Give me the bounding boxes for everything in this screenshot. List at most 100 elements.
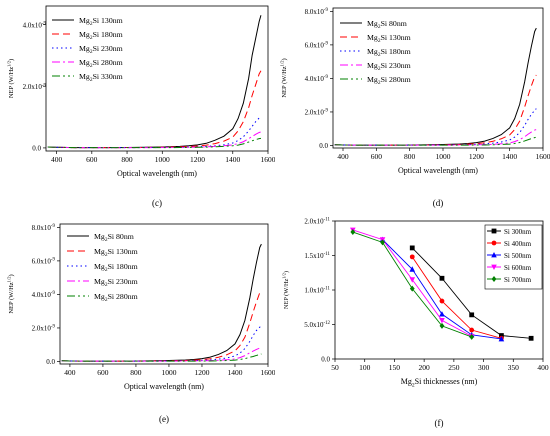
series-line-e-mg2si-230nm — [62, 348, 262, 361]
legend-label-c-mg2si-180nm: Mg2Si 180nm — [79, 30, 123, 41]
x-tick-label-f: 400 — [537, 363, 549, 372]
y-tick-label-e: 8.0x10-9 — [32, 224, 56, 232]
y-tick-label-d: 8.0x10-9 — [305, 8, 329, 16]
x-tick-label-c: 400 — [51, 155, 63, 164]
y-tick-label-e: 4.0x10-9 — [32, 291, 56, 299]
x-tick-label-c: 1600 — [261, 155, 276, 164]
x-tick-label-c: 1400 — [225, 155, 240, 164]
series-line-e-mg2si-80nm — [62, 244, 262, 361]
y-axis-label-c: NEP (W/Hz1/2) — [6, 59, 15, 98]
x-tick-label-e: 600 — [97, 368, 109, 377]
x-tick-label-d: 1200 — [469, 152, 484, 161]
y-tick-label-f: 5.0x10-12 — [304, 321, 330, 329]
data-point-f-si-300nm — [529, 336, 534, 341]
x-tick-label-e: 400 — [64, 368, 76, 377]
series-line-e-mg2si-180nm — [62, 326, 262, 361]
x-tick-label-f: 200 — [419, 363, 431, 372]
x-axis-label-e: Optical wavelength (nm) — [124, 382, 204, 391]
y-tick-label-d: 4.0x10-9 — [305, 75, 329, 83]
y-tick-label-c: 4.0x10-9 — [23, 22, 47, 30]
legend-label-d-mg2si-80nm: Mg2Si 80nm — [367, 19, 407, 30]
plot-frame-e — [60, 224, 268, 364]
series-line-e-mg2si-130nm — [62, 291, 262, 361]
x-tick-label-f: 300 — [478, 363, 490, 372]
legend-label-c-mg2si-130nm: Mg2Si 130nm — [79, 16, 123, 27]
x-tick-label-d: 400 — [337, 152, 349, 161]
y-tick-label-d: 6.0x10-9 — [305, 41, 329, 49]
legend-label-f-si-600nm: Si 600nm — [504, 264, 532, 272]
y-tick-label-e: 6.0x10-9 — [32, 257, 56, 265]
x-tick-label-e: 800 — [130, 368, 142, 377]
x-axis-label-d: Optical wavelength (nm) — [398, 166, 478, 175]
y-axis-label-d: NEP (W/Hz1/2) — [279, 58, 288, 97]
x-tick-label-d: 800 — [404, 152, 416, 161]
legend-label-d-mg2si-230nm: Mg2Si 230nm — [367, 61, 411, 72]
panel-label-c: (c) — [152, 198, 162, 208]
legend-label-c-mg2si-330nm: Mg2Si 330nm — [79, 72, 123, 83]
x-tick-label-e: 1000 — [161, 368, 176, 377]
x-tick-label-f: 150 — [389, 363, 401, 372]
legend-c: Mg2Si 130nm Mg2Si 180nm Mg2Si 230nm Mg2Si 2… — [52, 16, 123, 83]
x-tick-label-d: 600 — [371, 152, 383, 161]
series-group-e — [62, 244, 262, 361]
y-tick-label-d: 0.0 — [319, 142, 328, 150]
x-tick-label-f: 250 — [448, 363, 460, 372]
legend-label-e-mg2si-180nm: Mg2Si 180nm — [94, 262, 138, 273]
y-axis-label-f: NEP (W/Hz1/2) — [281, 271, 290, 309]
x-tick-label-f: 350 — [508, 363, 520, 372]
series-line-d-mg2si-180nm — [335, 109, 537, 146]
x-tick-label-e: 1400 — [227, 368, 242, 377]
data-point-f-si-600nm — [439, 318, 445, 323]
data-point-f-si-400nm — [469, 328, 474, 333]
y-tick-label-f: 2.0x10-11 — [304, 218, 330, 226]
legend-marker-f-si-400nm — [492, 241, 497, 246]
y-tick-label-e: 0.0 — [46, 358, 55, 366]
legend-label-f-si-700nm: Si 700nm — [504, 276, 532, 284]
legend-marker-f-si-300nm — [492, 229, 497, 234]
legend-label-c-mg2si-230nm: Mg2Si 230nm — [79, 44, 123, 55]
data-point-f-si-300nm — [410, 246, 415, 251]
data-point-f-si-700nm — [350, 229, 355, 235]
data-point-f-si-400nm — [440, 299, 445, 304]
series-group-d — [335, 28, 537, 145]
y-tick-label-c: 2.0x10-9 — [23, 83, 47, 91]
legend-d: Mg2Si 80nm Mg2Si 130nm Mg2Si 180nm Mg2Si 23… — [340, 19, 411, 86]
x-tick-label-c: 800 — [121, 155, 133, 164]
legend-label-e-mg2si-280nm: Mg2Si 280nm — [94, 292, 138, 303]
series-line-d-mg2si-130nm — [335, 75, 537, 145]
y-tick-label-f: 1.5x10-11 — [304, 252, 330, 260]
series-line-c-mg2si-180nm — [48, 71, 261, 148]
x-tick-label-f: 50 — [331, 363, 339, 372]
y-tick-label-e: 2.0x10-9 — [32, 324, 56, 332]
plot-frame-d — [333, 8, 543, 148]
y-tick-label-c: 0.0 — [32, 144, 41, 152]
data-point-f-si-400nm — [410, 254, 415, 259]
series-line-e-mg2si-280nm — [62, 354, 262, 361]
legend-label-c-mg2si-280nm: Mg2Si 280nm — [79, 58, 123, 69]
x-tick-label-f: 100 — [359, 363, 371, 372]
legend-label-d-mg2si-280nm: Mg2Si 280nm — [367, 75, 411, 86]
x-axis-label-c: Optical wavelength (nm) — [117, 169, 197, 178]
y-tick-label-f: 0.0 — [321, 356, 330, 364]
x-tick-label-d: 1000 — [436, 152, 451, 161]
series-line-c-mg2si-280nm — [48, 132, 261, 148]
legend-label-d-mg2si-130nm: Mg2Si 130nm — [367, 33, 411, 44]
data-point-f-si-300nm — [440, 276, 445, 281]
series-line-d-mg2si-230nm — [335, 130, 537, 146]
data-point-f-si-300nm — [469, 312, 474, 317]
x-tick-label-d: 1600 — [536, 152, 550, 161]
legend-label-e-mg2si-80nm: Mg2Si 80nm — [94, 232, 134, 243]
x-tick-label-c: 600 — [86, 155, 98, 164]
x-tick-label-e: 1200 — [194, 368, 209, 377]
legend-label-f-si-400nm: Si 400nm — [504, 240, 532, 248]
legend-label-d-mg2si-180nm: Mg2Si 180nm — [367, 47, 411, 58]
